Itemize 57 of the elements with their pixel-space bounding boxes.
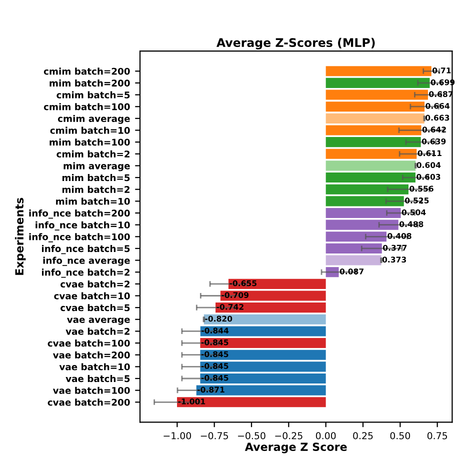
x-tick-label: −0.25 [275,432,302,440]
y-tick-label: cvae batch=2 [60,280,130,288]
bar [326,208,401,218]
bar [177,397,326,408]
bar [326,160,416,171]
bar [326,148,417,159]
x-tick-label: −0.75 [200,432,228,440]
y-tick-label: vae batch=100 [52,386,130,394]
bar [326,78,430,88]
bar [326,243,382,254]
chart-title: Average Z-Scores (MLP) [216,38,375,50]
y-tick-label: info_nce batch=2 [42,268,130,278]
y-tick-label: mim batch=2 [62,186,130,193]
y-tick-label: cmim batch=200 [44,68,130,75]
y-tick-label: cmim average [58,114,130,124]
x-tick-label: 0.75 [427,432,448,440]
y-tick-label: cvae batch=200 [48,398,130,406]
y-tick-label: mim batch=5 [62,174,130,182]
y-tick-label: info_nce batch=100 [29,233,130,242]
y-tick-label: cvae batch=5 [60,304,130,312]
y-tick-label: vae batch=2 [66,328,130,335]
y-tick-label: info_nce batch=200 [29,210,130,219]
y-tick-label: cvae batch=10 [54,292,130,300]
y-axis-title: Experiments [14,198,26,275]
y-tick-label: cmim batch=5 [56,91,130,98]
y-tick-label: cmim batch=2 [56,150,130,158]
y-tick-label: cmim batch=10 [50,126,130,134]
bar [200,326,326,336]
y-tick-label: cvae batch=100 [48,340,130,347]
bar [326,125,422,136]
bar [196,385,326,396]
x-tick-label: −1.00 [164,432,192,440]
bar [326,113,424,124]
y-tick-label: mim batch=10 [56,198,130,205]
y-tick-label: mim batch=100 [50,138,130,146]
x-tick-label: −0.50 [238,432,266,440]
bar [200,373,326,384]
y-tick-label: info_nce batch=10 [36,221,130,230]
x-axis-title: Average Z Score [244,442,347,454]
bar [200,338,326,348]
y-tick-label: mim batch=200 [50,79,130,87]
bar [326,255,382,266]
bar [326,66,432,76]
x-tick-label: 0.25 [353,432,373,440]
y-tick-label: vae batch=5 [66,375,130,382]
y-tick-label: vae batch=10 [59,363,130,370]
y-tick-label: mim average [64,162,130,172]
bar [326,137,421,148]
y-tick-label: info_nce batch=5 [42,244,130,254]
x-tick-label: 0.00 [316,432,336,440]
y-tick-label: info_nce average [43,256,130,266]
y-tick-label: vae batch=200 [52,351,130,358]
y-tick-label: cmim batch=100 [44,103,130,110]
x-tick-label: 0.50 [390,432,410,440]
bar [204,314,326,324]
y-tick-label: vae average [66,318,130,325]
bar [326,172,416,183]
